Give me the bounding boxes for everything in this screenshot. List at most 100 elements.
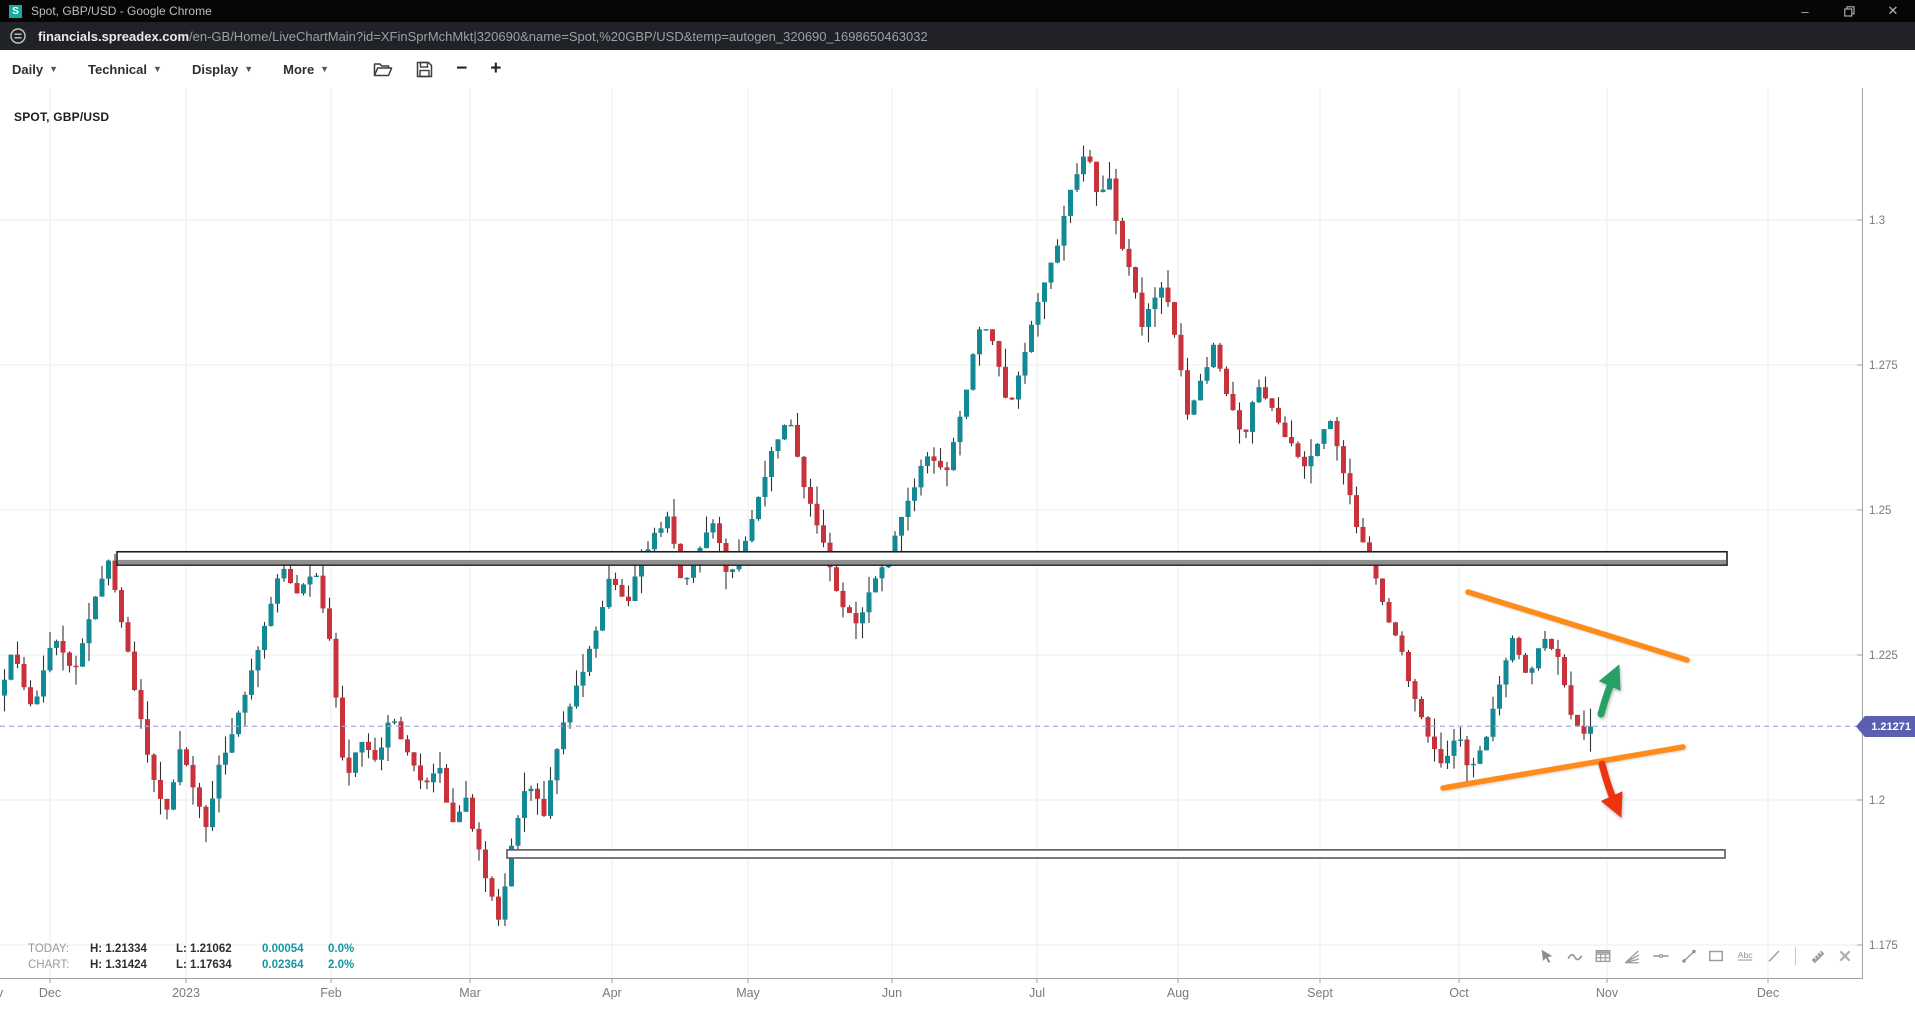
candle-body	[1152, 297, 1158, 310]
candle-body	[1354, 495, 1359, 527]
candle-body	[983, 329, 989, 331]
candle-body	[801, 456, 807, 488]
candle-body	[1081, 156, 1086, 175]
chart-low: L: 1.17634	[176, 959, 232, 971]
bearish-arrow[interactable]	[1598, 760, 1623, 818]
candle-body	[255, 650, 261, 671]
more-menu[interactable]: More ▼	[283, 62, 329, 77]
candle-body	[1529, 668, 1535, 673]
candle-body	[821, 525, 826, 543]
toolbar-divider	[1795, 947, 1796, 965]
grid-tool-icon[interactable]	[1593, 947, 1613, 965]
candle-body	[691, 562, 696, 578]
candle-body	[346, 757, 352, 773]
trendline-tool-icon[interactable]	[1680, 947, 1698, 965]
candle-body	[483, 849, 488, 879]
candle-body	[1451, 740, 1457, 756]
candle-body	[262, 625, 267, 651]
candle-body	[112, 560, 118, 591]
candle-body	[1373, 557, 1379, 579]
candle-body	[268, 603, 274, 626]
url-text[interactable]: financials.spreadex.com/en-GB/Home/LiveC…	[38, 29, 928, 44]
candle-body	[307, 576, 313, 585]
curve-tool-icon[interactable]	[1566, 947, 1584, 965]
zoom-in-icon[interactable]: +	[490, 58, 502, 79]
save-icon[interactable]	[416, 61, 433, 78]
cursor-tool-icon[interactable]	[1539, 947, 1557, 965]
candle-body	[1490, 708, 1496, 737]
horizontal-line-tool-icon[interactable]	[1651, 947, 1671, 965]
candle-body	[327, 608, 332, 639]
candle-body	[1146, 309, 1151, 327]
today-stats-row: TODAY: H: 1.21334 L: 1.21062 0.00054 0.0…	[28, 941, 372, 957]
today-low: L: 1.21062	[176, 943, 232, 955]
candle-body	[190, 764, 196, 788]
candle-body	[1107, 178, 1112, 190]
candle-body	[1191, 400, 1197, 415]
restore-button[interactable]	[1827, 0, 1871, 22]
candle-body	[1172, 302, 1177, 335]
display-menu[interactable]: Display ▼	[192, 62, 253, 77]
candle-body	[892, 535, 898, 555]
candle-body	[1334, 420, 1340, 447]
candle-body	[593, 630, 599, 649]
line-tool-icon[interactable]	[1765, 947, 1783, 965]
candle-body	[1126, 248, 1132, 268]
close-button[interactable]: ✕	[1887, 3, 1899, 18]
open-folder-icon[interactable]	[373, 61, 393, 78]
candle-body	[203, 806, 209, 828]
candle-body	[548, 780, 553, 816]
candle-body	[788, 424, 794, 427]
pennant-upper-trendline[interactable]	[1465, 589, 1690, 663]
candle-body	[853, 612, 859, 624]
candle-body	[632, 576, 638, 602]
candle-body	[1536, 648, 1541, 669]
candle-body	[99, 578, 105, 597]
candle-body	[177, 749, 183, 783]
delete-drawing-icon[interactable]	[1837, 948, 1853, 964]
pennant-lower-trendline[interactable]	[1440, 744, 1686, 791]
candle-body	[1022, 351, 1028, 376]
chevron-down-icon: ▼	[244, 64, 254, 74]
x-axis-label: May	[736, 986, 760, 1000]
candle-body	[931, 456, 937, 461]
text-tool-icon[interactable]: Abc	[1734, 947, 1756, 965]
candle-body	[1224, 368, 1229, 394]
rectangle-tool-icon[interactable]	[1707, 947, 1725, 965]
ruler-tool-icon[interactable]	[1808, 947, 1828, 965]
candle-body	[957, 416, 963, 443]
technical-menu-label: Technical	[88, 61, 148, 77]
candle-body	[353, 752, 358, 773]
minimize-button[interactable]: –	[1801, 3, 1809, 19]
restore-icon	[1843, 5, 1855, 17]
candle-body	[587, 648, 592, 672]
timeframe-menu[interactable]: Daily ▼	[12, 62, 58, 77]
candle-body	[60, 640, 66, 653]
candle-body	[1113, 178, 1119, 221]
zoom-out-icon[interactable]: −	[456, 58, 468, 79]
site-info-icon[interactable]	[10, 28, 26, 44]
chevron-down-icon: ▼	[153, 64, 162, 74]
fan-lines-tool-icon[interactable]	[1622, 947, 1642, 965]
candle-body	[1477, 750, 1483, 764]
candle-body	[216, 764, 222, 799]
x-axis-label: Dec	[39, 986, 61, 1000]
candle-body	[613, 578, 618, 585]
candle-body	[34, 696, 40, 705]
candle-body	[1295, 443, 1301, 457]
candle-body	[1100, 189, 1106, 193]
candle-body	[665, 516, 670, 529]
candle-body	[41, 670, 46, 697]
candle-body	[1276, 407, 1281, 423]
candle-body	[515, 818, 521, 846]
candle-body	[1523, 654, 1528, 673]
technical-menu[interactable]: Technical ▼	[88, 62, 162, 77]
window-title: Spot, GBP/USD - Google Chrome	[31, 4, 212, 18]
candle-body	[489, 878, 495, 897]
bullish-arrow[interactable]	[1597, 664, 1621, 718]
candle-body	[450, 802, 456, 823]
candle-body	[1367, 542, 1372, 558]
support-zone[interactable]	[506, 849, 1726, 859]
address-bar[interactable]: financials.spreadex.com/en-GB/Home/LiveC…	[0, 22, 1915, 50]
